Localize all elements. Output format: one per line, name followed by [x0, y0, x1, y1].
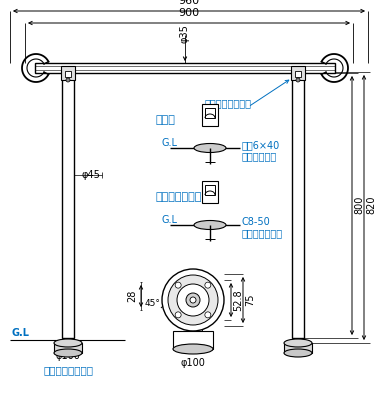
- Text: G.L: G.L: [162, 215, 178, 225]
- Circle shape: [190, 297, 196, 303]
- Circle shape: [205, 312, 211, 318]
- Bar: [62, 73, 74, 338]
- Text: 900: 900: [178, 8, 200, 18]
- Text: φ100: φ100: [181, 358, 205, 368]
- Ellipse shape: [54, 339, 82, 347]
- Text: φ100: φ100: [56, 351, 81, 361]
- Bar: [295, 71, 301, 77]
- Text: 820: 820: [366, 196, 376, 214]
- Bar: [35, 63, 335, 73]
- Ellipse shape: [173, 344, 213, 354]
- Text: φ45: φ45: [81, 170, 100, 180]
- Bar: [54, 343, 82, 353]
- Text: φ35: φ35: [180, 24, 190, 43]
- Text: コンクリート用: コンクリート用: [155, 192, 201, 202]
- Circle shape: [175, 312, 181, 318]
- Text: G.L: G.L: [162, 138, 178, 148]
- Text: 960: 960: [178, 0, 200, 6]
- Ellipse shape: [194, 143, 226, 152]
- Ellipse shape: [54, 349, 82, 357]
- Text: ナベ6×40: ナベ6×40: [242, 140, 280, 150]
- Bar: [202, 181, 218, 203]
- Bar: [284, 343, 312, 353]
- Bar: [205, 185, 215, 195]
- Circle shape: [168, 275, 218, 325]
- Ellipse shape: [284, 349, 312, 357]
- Circle shape: [175, 282, 181, 288]
- Circle shape: [177, 284, 209, 316]
- Bar: [65, 71, 71, 77]
- Text: C8-50: C8-50: [242, 217, 271, 227]
- Text: 45°: 45°: [144, 299, 160, 307]
- Text: オールアンカー: オールアンカー: [242, 228, 283, 238]
- Bar: [292, 73, 304, 338]
- Bar: [202, 104, 218, 126]
- Text: 75: 75: [245, 294, 255, 306]
- Circle shape: [162, 269, 224, 331]
- Text: 28: 28: [127, 290, 137, 302]
- Circle shape: [66, 78, 70, 82]
- Text: 六角穴付きボルト: 六角穴付きボルト: [205, 98, 252, 108]
- Text: G.L: G.L: [12, 328, 30, 338]
- Bar: [205, 108, 215, 118]
- Circle shape: [186, 293, 200, 307]
- Text: ベースプレート式: ベースプレート式: [43, 365, 93, 375]
- Circle shape: [296, 78, 300, 82]
- Ellipse shape: [194, 220, 226, 229]
- Bar: [291, 66, 305, 80]
- Bar: [61, 66, 75, 80]
- Text: 木質用: 木質用: [155, 115, 175, 125]
- Bar: [173, 331, 213, 349]
- Circle shape: [205, 282, 211, 288]
- Text: 75: 75: [187, 337, 199, 347]
- Text: 800: 800: [354, 196, 364, 214]
- Text: 52.8: 52.8: [182, 325, 204, 335]
- Text: タッピンネジ: タッピンネジ: [242, 151, 277, 161]
- Text: 52.8: 52.8: [233, 289, 243, 311]
- Ellipse shape: [284, 339, 312, 347]
